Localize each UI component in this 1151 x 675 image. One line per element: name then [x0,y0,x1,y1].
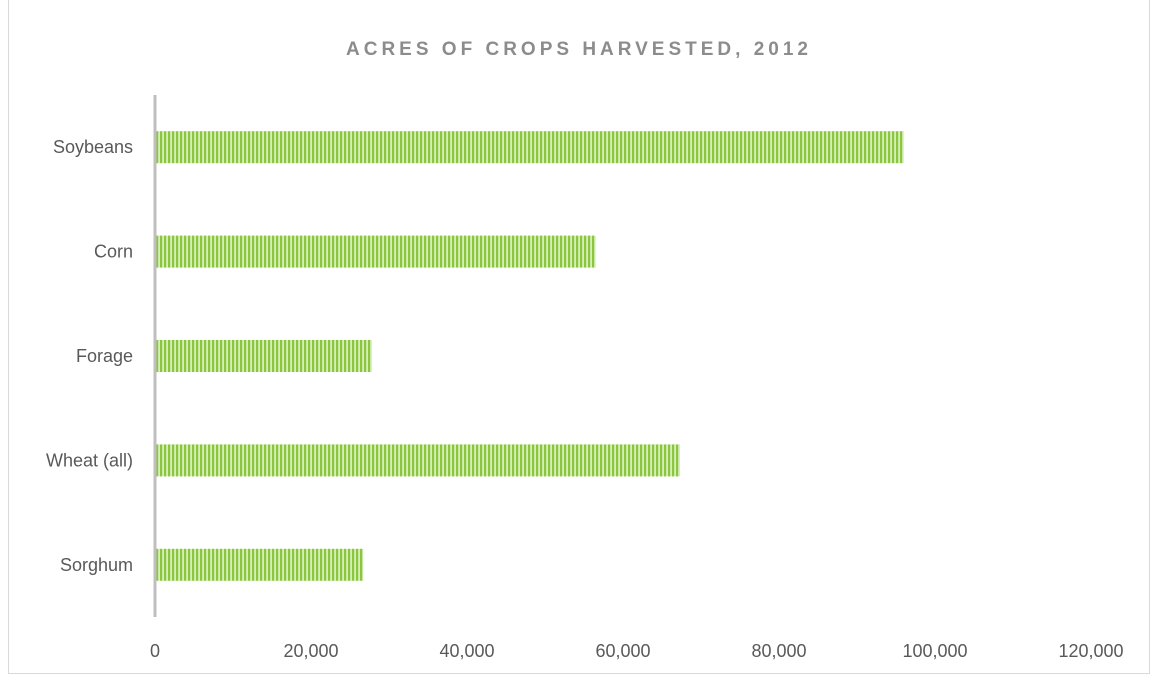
bar-soybeans [156,131,904,164]
category-label: Corn [94,242,133,262]
x-tick-label: 80,000 [751,641,806,661]
x-axis-tick-labels: 0 20,000 40,000 60,000 80,000 100,000 120,000 [150,641,1124,661]
bar-sorghum [156,548,364,581]
category-label: Forage [76,346,133,366]
bar-forage [156,340,372,372]
x-tick-label: 60,000 [595,641,650,661]
x-tick-label: 20,000 [283,641,338,661]
category-label: Soybeans [53,137,133,157]
x-tick-label: 0 [150,641,160,661]
x-tick-label: 40,000 [439,641,494,661]
x-tick-label: 100,000 [902,641,967,661]
bar-wheat-all [156,444,680,477]
category-label: Sorghum [60,555,133,575]
x-tick-label: 120,000 [1058,641,1123,661]
category-labels: Soybeans Corn Forage Wheat (all) Sorghum [46,137,133,575]
category-label: Wheat (all) [46,450,133,470]
bar-corn [156,235,596,268]
chart-title: ACRES OF CROPS HARVESTED, 2012 [346,39,812,60]
bars-group [156,131,904,581]
